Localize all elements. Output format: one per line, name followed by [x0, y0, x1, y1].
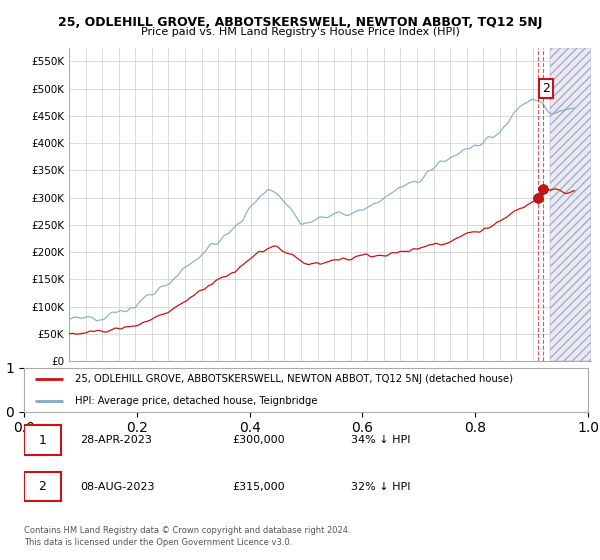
Text: 25, ODLEHILL GROVE, ABBOTSKERSWELL, NEWTON ABBOT, TQ12 5NJ: 25, ODLEHILL GROVE, ABBOTSKERSWELL, NEWT…: [58, 16, 542, 29]
Text: 2: 2: [38, 480, 46, 493]
Text: Price paid vs. HM Land Registry's House Price Index (HPI): Price paid vs. HM Land Registry's House …: [140, 27, 460, 37]
Text: HPI: Average price, detached house, Teignbridge: HPI: Average price, detached house, Teig…: [75, 396, 317, 405]
Text: 1: 1: [38, 433, 46, 446]
Text: £300,000: £300,000: [233, 435, 286, 445]
Text: 25, ODLEHILL GROVE, ABBOTSKERSWELL, NEWTON ABBOT, TQ12 5NJ (detached house): 25, ODLEHILL GROVE, ABBOTSKERSWELL, NEWT…: [75, 374, 513, 384]
Text: 32% ↓ HPI: 32% ↓ HPI: [351, 482, 410, 492]
FancyBboxPatch shape: [24, 425, 61, 455]
Text: 34% ↓ HPI: 34% ↓ HPI: [351, 435, 410, 445]
FancyBboxPatch shape: [24, 472, 61, 501]
Text: 08-AUG-2023: 08-AUG-2023: [80, 482, 155, 492]
Bar: [550, 48, 591, 361]
Text: £315,000: £315,000: [233, 482, 286, 492]
Text: 2: 2: [542, 82, 550, 95]
Text: Contains HM Land Registry data © Crown copyright and database right 2024.
This d: Contains HM Land Registry data © Crown c…: [24, 526, 350, 547]
Text: 28-APR-2023: 28-APR-2023: [80, 435, 152, 445]
